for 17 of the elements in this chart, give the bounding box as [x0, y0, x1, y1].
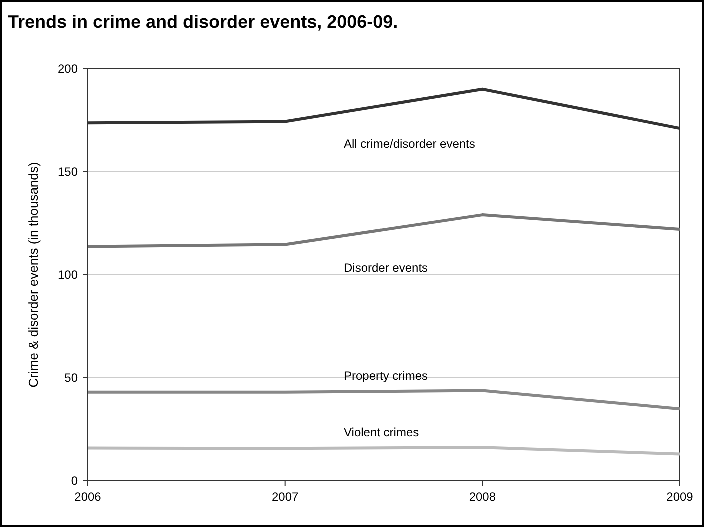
y-tick-label: 0	[71, 474, 78, 488]
x-tick-label: 2007	[272, 490, 300, 504]
x-tick-label: 2009	[666, 490, 694, 504]
y-tick-label: 100	[58, 268, 78, 282]
series-label: Property crimes	[344, 368, 428, 383]
chart-title: Trends in crime and disorder events, 2006-09.	[8, 12, 398, 32]
x-tick-label: 2008	[469, 490, 496, 504]
text: Disorder events	[344, 260, 428, 275]
y-tick-label: 50	[64, 371, 78, 386]
y-axis-title: Crime & disorder events (in thousands)	[26, 162, 41, 388]
text: All crime/disorder events	[344, 137, 476, 152]
line-series	[86, 214, 682, 248]
series-label: Violent crimes	[344, 425, 420, 440]
x-tick-label: 2006	[74, 490, 102, 504]
y-tick-label: 150	[58, 165, 78, 180]
line-series	[86, 446, 682, 456]
y-tick-label: 200	[58, 62, 78, 76]
